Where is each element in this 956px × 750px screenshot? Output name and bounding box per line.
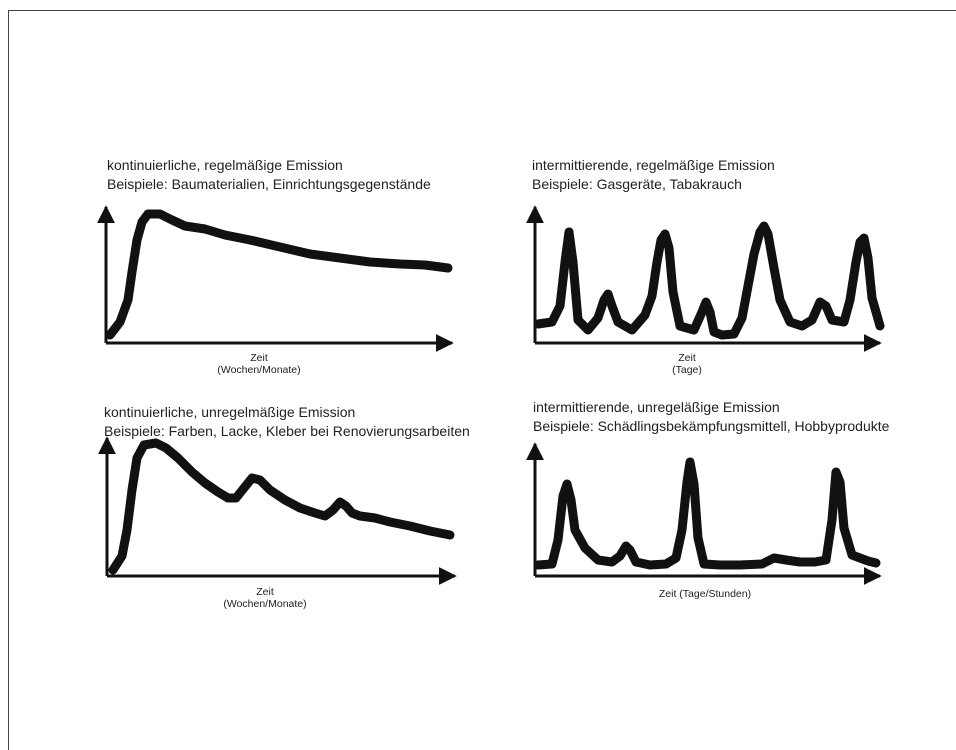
panel-3-title: kontinuierliche, unregelmäßige Emission [104, 404, 356, 420]
panel-1-examples: Beispiele: Baumaterialien, Einrichtungsg… [107, 176, 431, 192]
page-frame [8, 10, 956, 750]
panel-1-title: kontinuierliche, regelmäßige Emission [107, 157, 343, 173]
panel-1-xlabel: Zeit (Wochen/Monate) [217, 352, 301, 376]
panel-2-xlabel: Zeit (Tage) [672, 352, 702, 376]
panel-2-title: intermittierende, regelmäßige Emission [532, 157, 775, 173]
panel-2-graph [526, 205, 885, 352]
panel-3-examples: Beispiele: Farben, Lacke, Kleber bei Ren… [104, 423, 470, 439]
panel-3-graph [98, 436, 457, 585]
panel-3-emission-curve [108, 438, 455, 575]
panel-2-examples: Beispiele: Gasgeräte, Tabakrauch [532, 176, 742, 192]
panel-3-xlabel: Zeit (Wochen/Monate) [223, 586, 307, 610]
panel-2-emission-curve [533, 221, 885, 340]
panel-1-emission-curve [105, 209, 453, 340]
panel-4-xlabel: Zeit (Tage/Stunden) [658, 588, 752, 600]
panel-4-emission-curve [533, 457, 881, 570]
panel-4-graph [526, 442, 882, 585]
panel-4-title: intermittierende, unregeläßige Emission [533, 399, 780, 415]
panel-4-examples: Beispiele: Schädlingsbekämpfungsmittell,… [533, 418, 890, 434]
panel-1-graph [97, 205, 454, 352]
